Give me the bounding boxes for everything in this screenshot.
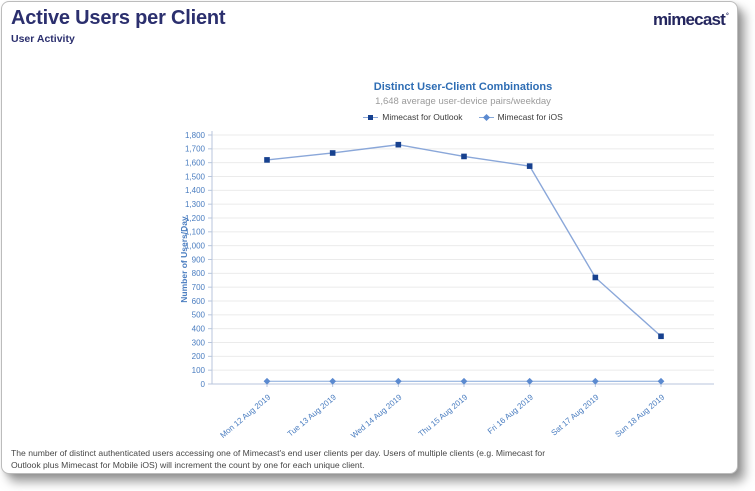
y-tick-label: 1,200 [185,214,206,223]
axes [211,131,714,385]
y-tick-label: 1,700 [185,145,206,154]
y-tick-label: 500 [192,311,206,320]
trademark-mark: ° [726,13,729,21]
chart-legend: Mimecast for Outlook Mimecast for iOS [187,112,739,122]
y-axis-labels: 0 100 200 300 400 500 600 700 800 900 1,000 1,100 1,… [185,131,212,389]
data-point-mimecast-for-ios[interactable] [657,377,665,385]
data-point-mimecast-for-ios[interactable] [394,377,402,385]
legend-item-ios[interactable]: Mimecast for iOS [478,112,563,122]
y-tick-label: 1,500 [185,172,206,181]
data-point-mimecast-for-ios[interactable] [591,377,599,385]
footer-note: The number of distinct authenticated use… [11,448,546,470]
page-title: Active Users per Client [11,7,226,29]
legend-label-outlook: Mimecast for Outlook [382,112,463,122]
data-point-mimecast-for-outlook[interactable] [592,274,599,281]
y-tick-label: 1,600 [185,158,206,167]
y-tick-label: 200 [192,352,206,361]
data-point-mimecast-for-outlook[interactable] [658,333,664,340]
y-axis-title: Number of Users/Day [179,216,189,303]
y-tick-label: 900 [192,255,206,264]
x-tick-label: Wed 14 Aug 2019 [349,392,404,440]
data-point-mimecast-for-outlook[interactable] [461,153,467,160]
y-gridlines [212,134,714,371]
x-tick-label: Thu 15 Aug 2019 [417,392,470,438]
data-point-mimecast-for-outlook[interactable] [264,157,270,163]
y-tick-label: 1,100 [185,228,206,237]
line-chart: 0 100 200 300 400 500 600 700 800 900 1,000 1,100 1,… [179,131,714,440]
y-tick-label: 300 [192,338,206,347]
data-point-mimecast-for-outlook[interactable] [526,163,533,169]
y-tick-label: 1,800 [185,131,206,140]
chart-subtitle: 1,648 average user-device pairs/weekday [375,96,551,107]
page-subtitle: User Activity [11,33,75,45]
ios-series-marker-icon [478,113,494,122]
data-point-mimecast-for-ios[interactable] [460,377,468,385]
series-mimecast-for-ios [263,377,665,385]
x-tick-label: Mon 12 Aug 2019 [218,392,272,440]
legend-label-ios: Mimecast for iOS [497,112,563,122]
y-tick-label: 1,300 [185,200,206,209]
outlook-series-marker-icon [363,113,379,122]
y-tick-label: 700 [192,283,206,292]
series-line-mimecast-for-outlook [266,143,662,337]
y-tick-label: 400 [192,324,206,333]
y-tick-label: 100 [192,366,206,375]
legend-item-outlook[interactable]: Mimecast for Outlook [363,112,463,122]
chart-title: Distinct User-Client Combinations [373,81,553,93]
mimecast-logo-text: mimecast [652,10,726,29]
mimecast-logo: mimecast° [652,10,729,30]
data-point-mimecast-for-ios[interactable] [526,377,534,385]
x-axis-labels: Mon 12 Aug 2019 Tue 13 Aug 2019 Wed 14 Aug… [218,384,667,440]
x-tick-label: Fri 16 Aug 2019 [486,392,535,436]
data-point-mimecast-for-ios[interactable] [263,377,271,385]
y-tick-label: 1,000 [185,241,206,250]
y-tick-label: 600 [192,297,206,306]
x-tick-label: Sat 17 Aug 2019 [550,392,602,437]
data-point-mimecast-for-outlook[interactable] [395,141,402,148]
report-card: Active Users per Client User Activity mi… [1,1,738,474]
y-tick-label: 0 [201,380,206,389]
data-point-mimecast-for-outlook[interactable] [329,150,336,156]
y-tick-label: 800 [192,269,206,278]
data-point-mimecast-for-ios[interactable] [329,377,337,385]
series-mimecast-for-outlook [264,141,664,340]
x-tick-label: Sun 18 Aug 2019 [613,392,666,439]
y-tick-label: 1,400 [185,186,206,195]
x-tick-label: Tue 13 Aug 2019 [286,392,339,438]
